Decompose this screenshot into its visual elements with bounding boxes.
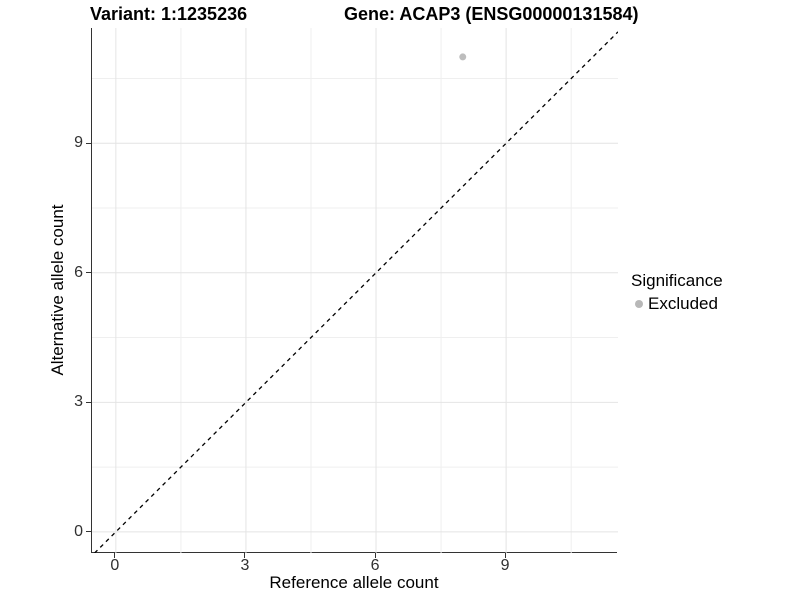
- x-tick-label: 0: [110, 557, 120, 574]
- identity-dashed-line: [94, 31, 618, 553]
- x-tick-label: 6: [370, 557, 380, 574]
- plot-panel: [91, 28, 618, 553]
- legend-key-dot-icon: [635, 300, 643, 308]
- legend-entry-excluded: Excluded: [629, 294, 723, 314]
- x-tick-mark: [504, 553, 506, 558]
- y-tick-mark: [86, 142, 91, 144]
- y-axis-title: Alternative allele count: [48, 204, 67, 376]
- x-tick-mark: [114, 553, 116, 558]
- y-tick-label: 9: [74, 134, 83, 152]
- y-tick-label: 3: [74, 393, 83, 411]
- y-tick-label: 0: [74, 522, 83, 540]
- plot-canvas: [92, 28, 618, 553]
- y-tick-mark: [86, 401, 91, 403]
- x-axis-title: Reference allele count: [269, 573, 439, 592]
- y-tick-label: 6: [74, 263, 83, 281]
- plot-title-variant: Variant: 1:1235236: [90, 4, 248, 24]
- y-tick-mark: [86, 272, 91, 274]
- x-tick-label: 9: [500, 557, 510, 574]
- legend-entry-label: Excluded: [648, 294, 718, 313]
- x-tick-mark: [374, 553, 376, 558]
- legend: Significance Excluded: [629, 271, 723, 314]
- plot-title-gene: Gene: ACAP3 (ENSG00000131584): [344, 4, 639, 24]
- x-tick-mark: [244, 553, 246, 558]
- y-tick-mark: [86, 531, 91, 533]
- data-point: [459, 53, 467, 61]
- legend-title: Significance: [631, 271, 723, 290]
- x-tick-label: 3: [240, 557, 250, 574]
